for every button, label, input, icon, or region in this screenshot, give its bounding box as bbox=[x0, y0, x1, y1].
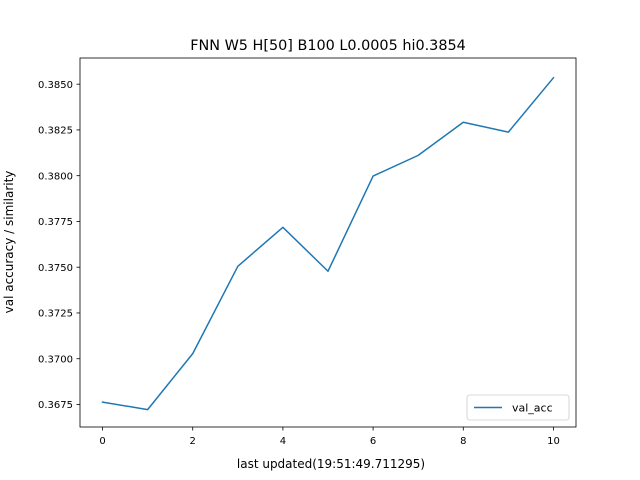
x-tick-label: 0 bbox=[99, 436, 105, 447]
x-tick-label: 2 bbox=[190, 436, 196, 447]
x-axis-label: last updated(19:51:49.711295) bbox=[237, 457, 425, 471]
plot-area: 0 2 4 6 8 10 0.3675 0.3700 0.3725 0.3750 0.3775 0.3… bbox=[38, 57, 577, 447]
x-tick-label: 6 bbox=[370, 436, 376, 447]
y-tick-label: 0.3775 bbox=[38, 217, 73, 228]
x-tick-label: 8 bbox=[460, 436, 466, 447]
y-tick-label: 0.3750 bbox=[38, 263, 73, 274]
series-line-val_acc bbox=[101, 76, 555, 411]
legend-label-val_acc: val_acc bbox=[512, 402, 553, 415]
y-axis-label: val accuracy / similarity bbox=[2, 171, 16, 314]
legend: val_acc bbox=[466, 394, 570, 421]
y-tick-label: 0.3675 bbox=[38, 400, 73, 411]
y-tick-label: 0.3725 bbox=[38, 309, 73, 320]
y-tick-label: 0.3700 bbox=[38, 354, 73, 365]
x-tick-label: 10 bbox=[547, 436, 560, 447]
y-tick-label: 0.3800 bbox=[38, 171, 73, 182]
axes-frame bbox=[79, 57, 577, 428]
y-tick-label: 0.3825 bbox=[38, 126, 73, 137]
y-tick-label: 0.3850 bbox=[38, 80, 73, 91]
legend-box bbox=[466, 394, 570, 421]
chart-title: FNN W5 H[50] B100 L0.0005 hi0.3854 bbox=[190, 38, 466, 54]
x-tick-label: 4 bbox=[280, 436, 286, 447]
